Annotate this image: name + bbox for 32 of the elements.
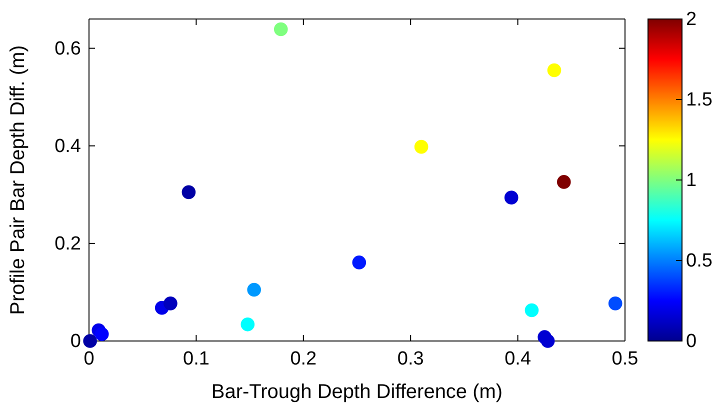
point [274,22,288,36]
point [540,334,555,348]
point [247,282,261,297]
x-tick-label: 0.3 [397,348,424,370]
x-tick-label: 0 [84,348,94,370]
point [524,303,539,318]
point [547,63,562,78]
point [164,296,178,310]
point [94,327,109,342]
x-tick-label: 0.4 [504,348,532,370]
x-tick-label: 0.2 [290,348,317,370]
point [556,175,571,189]
point [182,185,196,200]
color-bar-label: 0 [686,331,697,352]
point [608,296,622,310]
point [414,140,428,154]
y-axis-title: Profile Pair Bar Depth Diff. (m) [7,45,29,315]
y-tick-label: 0.4 [54,136,82,157]
point [240,318,255,332]
point [352,256,366,270]
y-tick-label: 0.2 [54,234,81,255]
x-tick-label: 0.5 [612,348,638,370]
color-bar-label: 1.5 [686,90,712,111]
point [83,334,97,348]
color-bar-label: 2 [686,9,697,30]
y-tick-label: 0.6 [54,38,81,60]
color-bar-label: 0.5 [686,250,712,272]
x-tick-label: 0.1 [182,348,210,370]
x-axis-title: Bar-Trough Depth Difference (m) [211,381,503,403]
y-tick-label: 0 [70,331,81,352]
point [504,190,518,204]
color-bar-label: 1 [686,170,697,192]
